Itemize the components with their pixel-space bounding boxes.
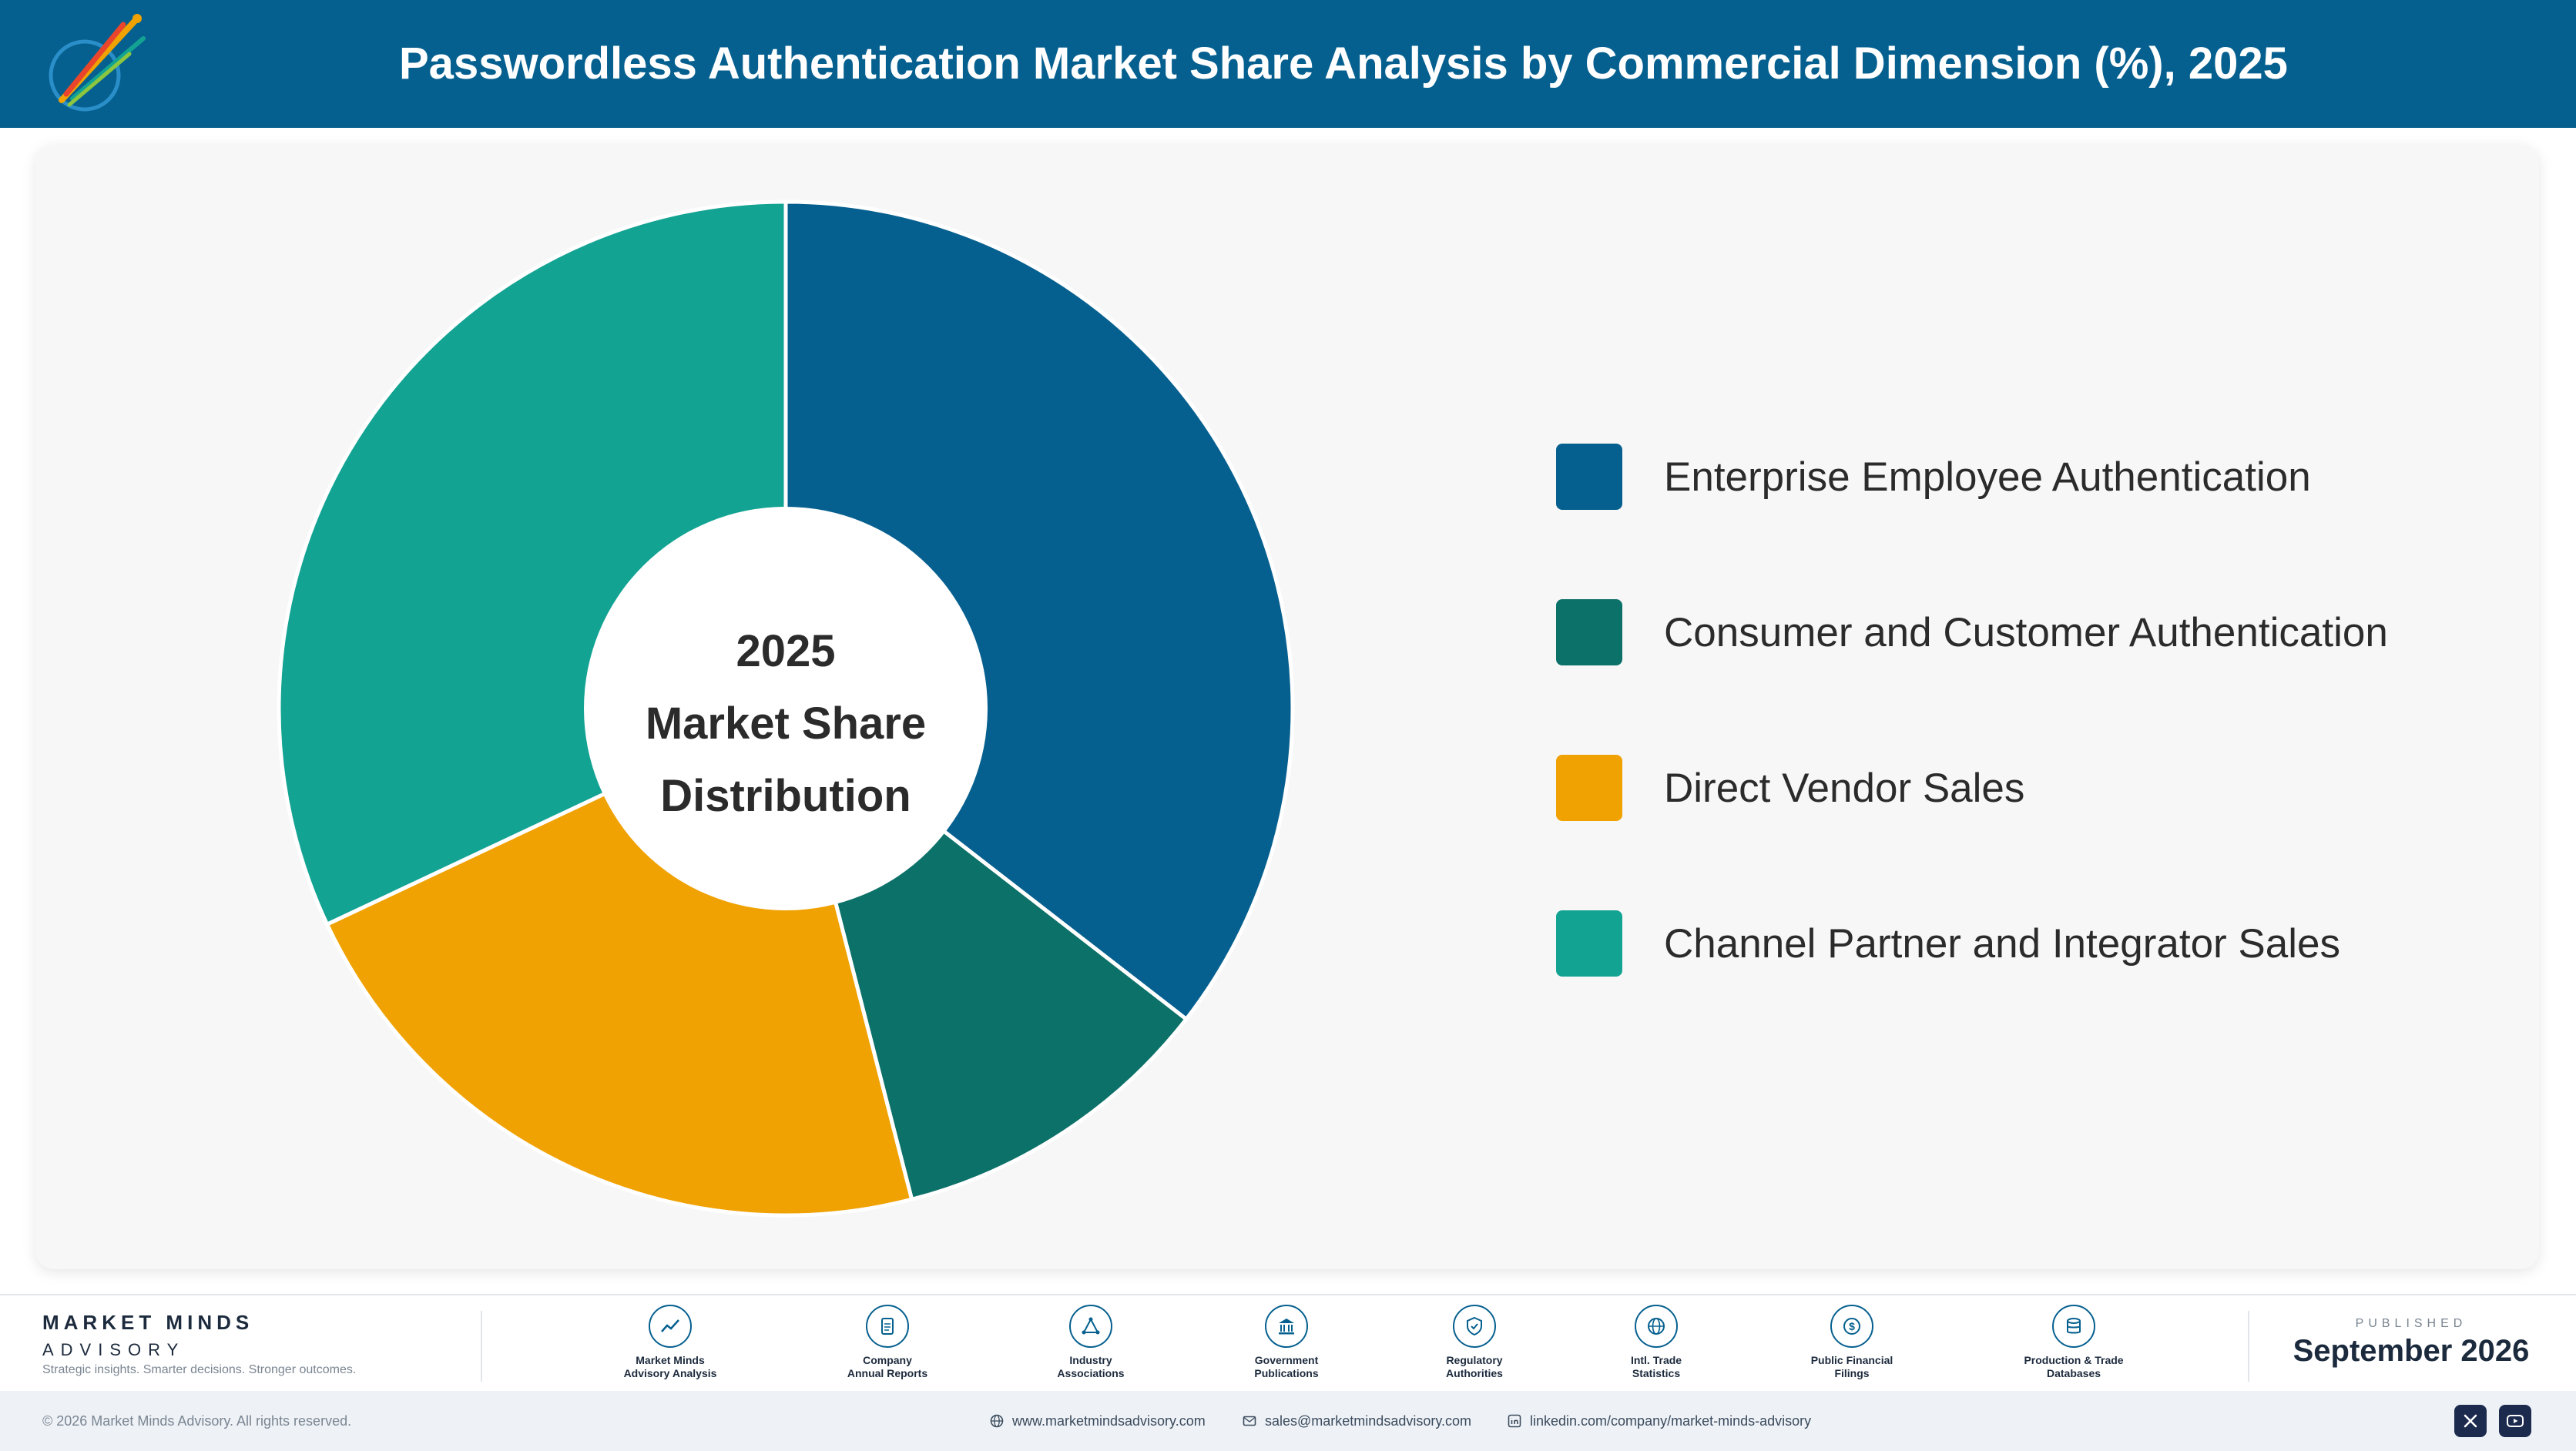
legend-label-consumer: Consumer and Customer Authentication — [1664, 609, 2388, 655]
source-label-line2: Statistics — [1632, 1367, 1681, 1379]
header-bar: Passwordless Authentication Market Share… — [0, 0, 2576, 128]
source-label-line1: Company — [863, 1354, 912, 1366]
brand-tagline: Strategic insights. Smarter decisions. S… — [42, 1363, 357, 1376]
source-label-line2: Associations — [1057, 1367, 1125, 1379]
source-production-trade-databases: Production & Trade Databases — [2004, 1305, 2143, 1380]
source-label-line1: Regulatory — [1446, 1354, 1503, 1366]
x-logo-icon — [2464, 1414, 2477, 1428]
youtube-social-button[interactable] — [2499, 1405, 2531, 1437]
globe-icon — [990, 1414, 1004, 1428]
website-link[interactable]: www.marketmindsadvisory.com — [989, 1391, 1206, 1451]
footer-bottom-bar: © 2026 Market Minds Advisory. All rights… — [0, 1391, 2576, 1451]
legend-swatch-channel-partner — [1556, 910, 1622, 977]
government-building-icon — [1279, 1319, 1294, 1335]
brand-name: MARKET MINDS — [42, 1311, 254, 1334]
legend-item-channel-partner: Channel Partner and Integrator Sales — [1556, 909, 2340, 978]
source-label-line2: Databases — [2046, 1367, 2101, 1379]
page-title: Passwordless Authentication Market Share… — [399, 39, 2288, 89]
published-date: September 2026 — [2293, 1334, 2530, 1368]
footer-divider-right — [2248, 1311, 2249, 1382]
legend-label-enterprise: Enterprise Employee Authentication — [1664, 454, 2311, 500]
linkedin-link[interactable]: linkedin.com/company/market-minds-adviso… — [1507, 1391, 1811, 1451]
footer-divider-left — [481, 1311, 482, 1382]
shield-check-icon — [1467, 1316, 1482, 1336]
footer: MARKET MINDS ADVISORY Strategic insights… — [0, 1294, 2576, 1451]
source-label-line2: Annual Reports — [847, 1367, 928, 1379]
source-government-publications: Government Publications — [1217, 1305, 1356, 1380]
copyright-text: © 2026 Market Minds Advisory. All rights… — [42, 1413, 352, 1429]
legend-item-enterprise: Enterprise Employee Authentication — [1556, 442, 2311, 511]
legend-item-direct-vendor: Direct Vendor Sales — [1556, 753, 2024, 823]
legend-swatch-direct-vendor — [1556, 755, 1622, 821]
source-label-line2: Filings — [1834, 1367, 1870, 1379]
donut-chart: 2025 Market Share Distribution — [279, 199, 1295, 1215]
linkedin-text: linkedin.com/company/market-minds-adviso… — [1530, 1413, 1812, 1429]
source-regulatory-authorities: Regulatory Authorities — [1405, 1305, 1544, 1380]
source-label-line2: Publications — [1254, 1367, 1319, 1379]
legend-swatch-enterprise — [1556, 444, 1622, 510]
source-public-financial-filings: $ Public Financial Filings — [1783, 1305, 1921, 1380]
email-link[interactable]: sales@marketmindsadvisory.com — [1242, 1391, 1471, 1451]
legend-item-consumer: Consumer and Customer Authentication — [1556, 598, 2388, 667]
source-label-line1: Government — [1254, 1354, 1319, 1366]
center-label-line2: Market Share — [646, 699, 926, 749]
donut-hole — [584, 507, 988, 910]
legend-label-channel-partner: Channel Partner and Integrator Sales — [1664, 920, 2340, 967]
legend-label-direct-vendor: Direct Vendor Sales — [1664, 765, 2025, 811]
source-label-line1: Intl. Trade — [1630, 1354, 1682, 1366]
center-label-line3: Distribution — [660, 771, 911, 821]
source-intl-trade-statistics: Intl. Trade Statistics — [1587, 1305, 1726, 1380]
source-label-line1: Market Minds — [636, 1354, 705, 1366]
network-icon — [1082, 1317, 1100, 1335]
center-label-year: 2025 — [736, 626, 835, 676]
source-industry-associations: Industry Associations — [1021, 1305, 1160, 1380]
legend-swatch-consumer — [1556, 599, 1622, 665]
youtube-icon — [2507, 1415, 2524, 1427]
svg-text:$: $ — [1849, 1320, 1855, 1332]
trend-chart-icon — [661, 1319, 679, 1332]
database-icon — [2067, 1318, 2081, 1334]
email-text: sales@marketmindsadvisory.com — [1265, 1413, 1472, 1429]
slice-enterprise-employee-authentication — [783, 199, 1295, 1022]
source-label-line1: Production & Trade — [2024, 1354, 2124, 1366]
dollar-coin-icon: $ — [1843, 1318, 1860, 1335]
source-market-minds-analysis: Market Minds Advisory Analysis — [601, 1305, 740, 1380]
globe-icon — [1648, 1318, 1665, 1335]
published-label: PUBLISHED — [2355, 1317, 2467, 1330]
source-company-annual-reports: Company Annual Reports — [818, 1305, 957, 1380]
linkedin-icon — [1508, 1414, 1521, 1428]
source-label-line2: Authorities — [1446, 1367, 1503, 1379]
source-label-line1: Industry — [1069, 1354, 1112, 1366]
mail-icon — [1243, 1416, 1256, 1426]
source-label-line1: Public Financial — [1810, 1354, 1893, 1366]
document-icon — [881, 1318, 894, 1335]
brand-subtitle: ADVISORY — [42, 1340, 186, 1359]
source-label-line2: Advisory Analysis — [623, 1367, 717, 1379]
website-text: www.marketmindsadvisory.com — [1012, 1413, 1206, 1429]
x-social-button[interactable] — [2454, 1405, 2487, 1437]
market-minds-logo-icon — [49, 14, 146, 112]
